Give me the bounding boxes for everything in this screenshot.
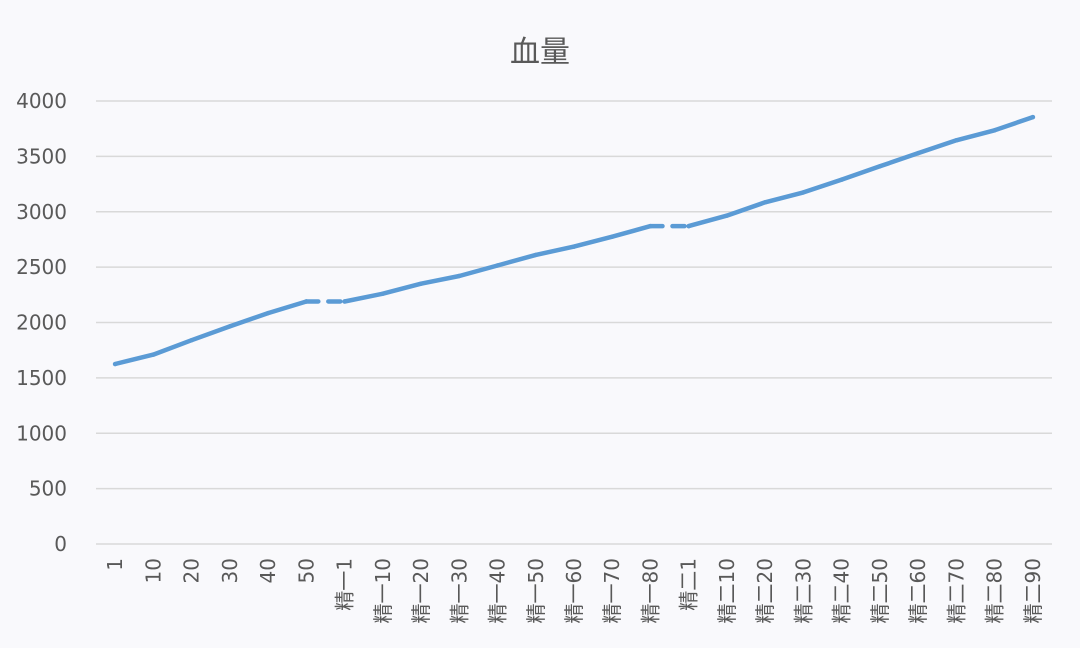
data-point xyxy=(915,150,921,156)
x-tick-label: 精一30 xyxy=(447,558,471,623)
data-point xyxy=(839,177,844,182)
y-tick-label: 500 xyxy=(29,477,67,501)
data-point xyxy=(877,164,883,169)
x-tick-label: 精二30 xyxy=(791,558,815,623)
y-tick-label: 0 xyxy=(54,532,67,556)
data-point xyxy=(265,310,271,316)
y-gridlines xyxy=(96,100,1052,545)
data-point xyxy=(571,244,577,249)
y-tick-label: 2500 xyxy=(16,255,67,279)
data-point xyxy=(763,200,768,205)
x-tick-label: 精一20 xyxy=(409,558,433,623)
x-tick-label: 精二90 xyxy=(1021,558,1045,623)
data-point xyxy=(495,263,500,268)
x-tick-label: 精一80 xyxy=(638,558,662,623)
y-tick-label: 3500 xyxy=(16,144,67,168)
data-point xyxy=(992,128,997,133)
x-tick-label: 10 xyxy=(141,558,165,583)
data-point xyxy=(648,223,653,229)
series-lines xyxy=(112,114,1036,367)
y-tick-label: 1500 xyxy=(16,366,67,390)
series-line-segment xyxy=(112,299,309,367)
x-tick-label: 精一1 xyxy=(333,558,357,611)
x-tick-label: 精二1 xyxy=(677,558,701,611)
chart-title: 血量 xyxy=(510,35,570,70)
data-point xyxy=(304,299,309,304)
x-tick-label: 1 xyxy=(103,558,127,571)
x-tick-label: 精二70 xyxy=(944,558,968,623)
data-point xyxy=(801,190,806,195)
data-point xyxy=(112,361,118,367)
data-point xyxy=(227,324,233,329)
series-line-segment xyxy=(686,114,1036,229)
data-point xyxy=(380,291,385,296)
x-tick-label: 精二20 xyxy=(753,558,777,623)
data-point xyxy=(686,223,691,229)
data-point xyxy=(1030,114,1036,120)
data-point xyxy=(610,234,615,239)
data-point xyxy=(533,252,538,258)
x-tick-label: 精二50 xyxy=(868,558,892,623)
data-point xyxy=(342,299,347,304)
x-tick-label: 20 xyxy=(180,558,204,583)
y-tick-label: 2000 xyxy=(16,311,67,335)
y-axis-tick-labels: 0 500 1000 1500 2000 2500 3000 3500 4000 xyxy=(16,89,67,556)
x-tick-label: 50 xyxy=(294,558,318,583)
data-point xyxy=(457,273,462,279)
x-tick-label: 精一40 xyxy=(486,558,510,623)
x-tick-label: 精二40 xyxy=(830,558,854,623)
data-point xyxy=(954,138,959,143)
x-tick-label: 精一50 xyxy=(524,558,548,623)
data-point xyxy=(151,352,156,357)
y-tick-label: 3000 xyxy=(16,200,67,224)
x-tick-label: 精二10 xyxy=(715,558,739,623)
y-tick-label: 1000 xyxy=(16,421,67,445)
x-tick-label: 精一60 xyxy=(562,558,586,623)
x-axis-tick-labels: 1 10 20 30 40 50 精一1 精一10 精一20 精一30 精一40 精一50 精一60 精一… xyxy=(103,558,1045,623)
x-tick-label: 精二80 xyxy=(983,558,1007,623)
data-point xyxy=(189,338,194,343)
data-point xyxy=(418,281,424,286)
x-tick-label: 精二60 xyxy=(906,558,930,623)
y-tick-label: 4000 xyxy=(16,89,67,113)
x-tick-label: 精一10 xyxy=(371,558,395,623)
x-tick-label: 30 xyxy=(218,558,242,583)
data-point xyxy=(724,213,730,218)
x-tick-label: 40 xyxy=(256,558,280,583)
x-tick-label: 精一70 xyxy=(600,558,624,623)
